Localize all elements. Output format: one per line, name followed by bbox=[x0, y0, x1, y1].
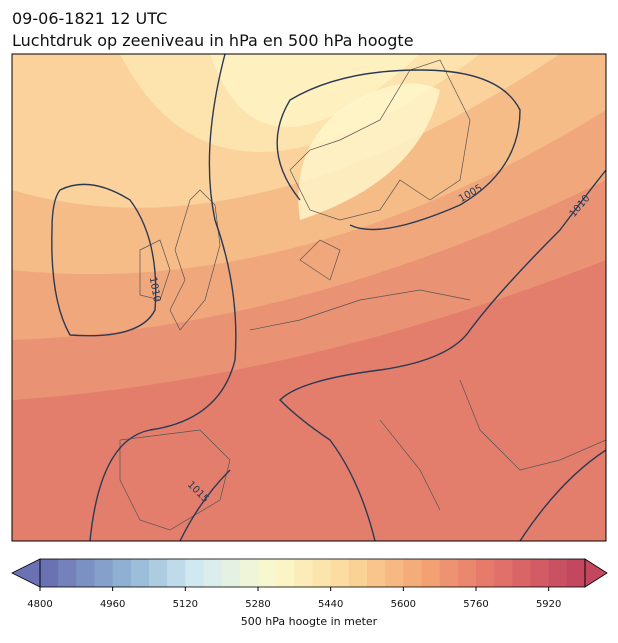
colorbar-bin bbox=[403, 559, 422, 587]
colorbar-bin bbox=[185, 559, 204, 587]
colorbar-tick-label: 5760 bbox=[463, 599, 488, 610]
colorbar-tick-label: 5600 bbox=[391, 599, 416, 610]
colorbar-tick-label: 5120 bbox=[173, 599, 198, 610]
colorbar-bin bbox=[221, 559, 241, 587]
colorbar-bin bbox=[239, 559, 259, 587]
colorbar-bin bbox=[512, 559, 531, 587]
colorbar: 4800 4960 5120 5280 5440 5600 5760 5920 bbox=[11, 558, 608, 610]
colorbar-bin bbox=[385, 559, 404, 587]
colorbar-bin bbox=[40, 559, 59, 587]
colorbar-tick-label: 4800 bbox=[27, 599, 52, 610]
date-title: 09-06-1821 12 UTC bbox=[12, 9, 167, 28]
colorbar-extend-high bbox=[584, 558, 608, 588]
colorbar-bin bbox=[548, 559, 568, 587]
map: 1010 1005 1010 1015 bbox=[12, 54, 606, 541]
contour-label: 1010 bbox=[147, 276, 162, 303]
colorbar-bin bbox=[58, 559, 77, 587]
colorbar-bin bbox=[476, 559, 495, 587]
colorbar-bin bbox=[530, 559, 549, 587]
colorbar-frame bbox=[39, 558, 586, 588]
colorbar-tick-label: 4960 bbox=[100, 599, 125, 610]
map-frame bbox=[11, 53, 607, 542]
colorbar-bin bbox=[439, 559, 459, 587]
colorbar-bin bbox=[112, 559, 132, 587]
colorbar-bin bbox=[312, 559, 331, 587]
map-title: Luchtdruk op zeeniveau in hPa en 500 hPa… bbox=[12, 31, 414, 50]
colorbar-bin bbox=[421, 559, 440, 587]
colorbar-bin bbox=[294, 559, 313, 587]
colorbar-bin bbox=[76, 559, 95, 587]
colorbar-bin bbox=[167, 559, 186, 587]
colorbar-bin bbox=[94, 559, 113, 587]
colorbar-bin bbox=[348, 559, 368, 587]
colorbar-extend-low bbox=[11, 558, 41, 588]
colorbar-bin bbox=[457, 559, 477, 587]
colorbar-bin bbox=[149, 559, 168, 587]
colorbar-tick-label: 5440 bbox=[318, 599, 343, 610]
colorbar-tick-label: 5280 bbox=[245, 599, 270, 610]
colorbar-bin bbox=[258, 559, 277, 587]
colorbar-bin bbox=[130, 559, 150, 587]
colorbar-tick-label: 5920 bbox=[536, 599, 561, 610]
colorbar-bin bbox=[276, 559, 295, 587]
colorbar-bin bbox=[566, 559, 586, 587]
colorbar-bin bbox=[494, 559, 513, 587]
colorbar-label: 500 hPa hoogte in meter bbox=[241, 615, 378, 628]
colorbar-bin bbox=[203, 559, 222, 587]
colorbar-bin bbox=[367, 559, 386, 587]
colorbar-bin bbox=[330, 559, 350, 587]
